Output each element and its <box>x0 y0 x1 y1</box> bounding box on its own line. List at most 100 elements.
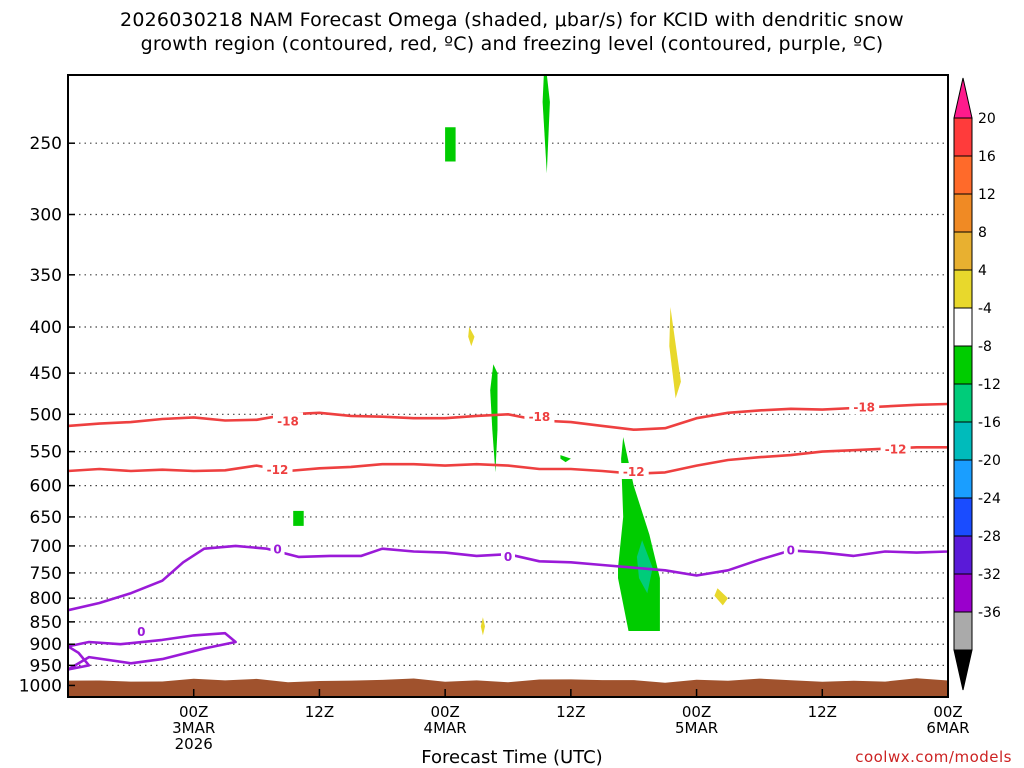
colorbar-label: -28 <box>978 529 1001 545</box>
terrain <box>68 678 948 697</box>
x-tick-label: 3MAR <box>172 719 215 737</box>
omega-region-3 <box>560 455 571 463</box>
colorbar-label: 4 <box>978 263 987 279</box>
y-tick-label: 500 <box>30 405 62 425</box>
y-tick-label: 750 <box>30 564 62 584</box>
contour-label-bg <box>783 541 798 558</box>
colorbar-label: 8 <box>978 225 987 241</box>
contour-label: -18 <box>853 400 875 414</box>
y-tick-label: 850 <box>30 613 62 633</box>
y-tick-label: 250 <box>30 134 62 154</box>
contour-label: -12 <box>623 465 645 479</box>
omega-region-2 <box>490 364 498 473</box>
x-tick-label: 00Z <box>682 703 711 721</box>
colorbar-band <box>953 155 973 195</box>
x-tick-label: 00Z <box>933 703 962 721</box>
x-axis-title: Forecast Time (UTC) <box>421 747 603 768</box>
chart-title-line2: growth region (contoured, red, ºC) and f… <box>140 33 884 55</box>
y-tick-label: 900 <box>30 635 62 655</box>
contour-label: 0 <box>137 625 145 639</box>
chart-title-line1: 2026030218 NAM Forecast Omega (shaded, μ… <box>120 9 904 31</box>
colorbar-band <box>953 421 973 461</box>
colorbar-bottom-arrow <box>953 649 973 691</box>
y-tick-label: 300 <box>30 206 62 226</box>
contour-label-bg <box>501 547 515 564</box>
colorbar-band <box>953 269 973 309</box>
colorbar-label: 12 <box>978 187 996 203</box>
y-tick-label: 450 <box>30 364 62 384</box>
x-tick-label: 12Z <box>305 703 334 721</box>
contour--12-2 <box>68 446 948 475</box>
colorbar-label: -16 <box>978 415 1001 431</box>
y-tick-label: 600 <box>30 477 62 497</box>
y-tick-label: 700 <box>30 537 62 557</box>
contour-label-bg <box>880 440 911 457</box>
omega-region-10 <box>714 588 728 606</box>
x-tick-label: 2026 <box>175 735 213 753</box>
omega-colorbar: 20 16 12 8 4 -4 -8 -12 -16 -20 -24 -28 -32 -36 <box>953 77 1001 691</box>
colorbar-band <box>953 193 973 233</box>
contour-label: -18 <box>529 410 551 424</box>
colorbar-band <box>953 459 973 499</box>
contour-label-bg <box>270 540 285 557</box>
contour-label-bg <box>618 463 649 480</box>
x-tick-label: 12Z <box>556 703 585 721</box>
colorbar-band <box>953 611 973 651</box>
omega-region-9 <box>480 617 485 636</box>
colorbar-band <box>953 535 973 575</box>
x-tick-label: 4MAR <box>424 719 467 737</box>
y-tick-label: 400 <box>30 318 62 338</box>
colorbar-band <box>953 117 973 157</box>
colorbar-label: -12 <box>978 377 1001 393</box>
colorbar-top-arrow <box>953 77 973 119</box>
contour-label: -18 <box>277 415 299 429</box>
contour-label-bg <box>849 398 880 415</box>
colorbar-label: -20 <box>978 453 1001 469</box>
x-tick-label: 00Z <box>430 703 459 721</box>
contour-label: 0 <box>787 543 795 557</box>
contour-label-bg <box>273 412 303 429</box>
omega-region-6 <box>636 540 653 594</box>
colorbar-band <box>953 307 973 347</box>
colorbar-band <box>953 497 973 537</box>
contour-label-bg <box>134 622 149 639</box>
omega-region-4 <box>293 510 304 526</box>
contour-label-bg <box>524 407 555 424</box>
contour-0-0 <box>68 631 237 671</box>
omega-region-1 <box>542 75 550 174</box>
x-tick-label: 12Z <box>808 703 837 721</box>
colorbar-label: -24 <box>978 491 1001 507</box>
y-tick-label: 350 <box>30 266 62 286</box>
chart-title: 2026030218 NAM Forecast Omega (shaded, μ… <box>0 8 1024 56</box>
source-credit[interactable]: coolwx.com/models <box>855 748 1012 766</box>
x-tick-label: 00Z <box>179 703 208 721</box>
contour-0-1 <box>68 544 948 612</box>
colorbar-label: -36 <box>978 605 1001 621</box>
contour-label-bg <box>262 460 293 477</box>
colorbar-band <box>953 383 973 423</box>
colorbar-band <box>953 345 973 385</box>
x-tick-label: 5MAR <box>675 719 718 737</box>
plot-clip-group: 0 0 0 0 -12 -12 -12 -18 -18 -18 <box>68 75 948 697</box>
y-tick-label: 800 <box>30 589 62 609</box>
contour-label: 0 <box>273 543 281 557</box>
contour-label: -12 <box>267 463 289 477</box>
y-tick-label: 1000 <box>19 676 62 696</box>
colorbar-label: 16 <box>978 149 996 165</box>
contour-label: 0 <box>504 550 512 564</box>
colorbar-label: -4 <box>978 301 992 317</box>
omega-region-7 <box>669 307 681 399</box>
plot-area: 0 0 0 0 -12 -12 -12 -18 -18 -18 250 300 350 400 450 500… <box>19 74 970 753</box>
x-tick-label: 6MAR <box>926 719 969 737</box>
colorbar-label: -8 <box>978 339 992 355</box>
contour-label: -12 <box>885 443 907 457</box>
plot-frame <box>67 74 949 698</box>
y-tick-label: 550 <box>30 443 62 463</box>
colorbar-label: 20 <box>978 111 996 127</box>
colorbar-band <box>953 573 973 613</box>
colorbar-label: -32 <box>978 567 1001 583</box>
colorbar-band <box>953 231 973 271</box>
y-tick-label: 950 <box>30 656 62 676</box>
omega-region-8 <box>468 327 475 347</box>
